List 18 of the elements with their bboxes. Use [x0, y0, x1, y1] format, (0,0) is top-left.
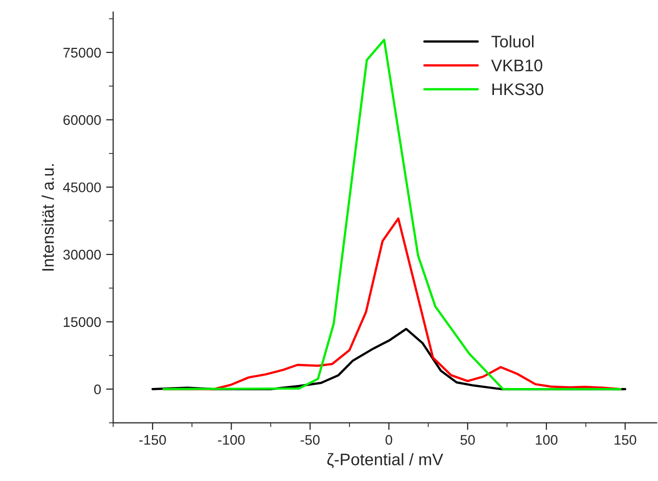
y-tick-label: 0: [94, 384, 101, 394]
y-tick-label: 30000: [63, 250, 101, 260]
x-tick-label: -150: [139, 434, 166, 445]
y-tick-label: 60000: [63, 115, 101, 125]
x-tick-label: -50: [300, 434, 320, 445]
legend-label: HKS30: [492, 83, 544, 96]
y-tick-label: 15000: [64, 317, 101, 327]
x-tick-label: 50: [460, 434, 475, 445]
x-axis-title: ζ-Potential / mV: [327, 453, 444, 468]
x-tick-label: 150: [614, 434, 636, 445]
y-tick-label: 75000: [63, 48, 101, 58]
legend-label: VKB10: [491, 60, 542, 72]
x-tick-label: 100: [536, 434, 558, 445]
x-tick-label: -100: [218, 434, 245, 445]
x-tick-label: 0: [386, 434, 392, 445]
y-axis-title: Intensität / a.u.: [42, 164, 54, 271]
y-tick-label: 45000: [63, 182, 101, 192]
legend-label: Toluol: [491, 35, 534, 48]
